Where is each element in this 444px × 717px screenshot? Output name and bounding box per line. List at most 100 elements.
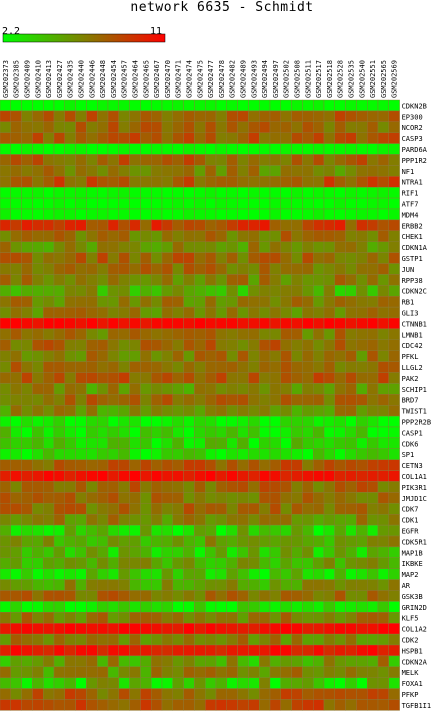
heatmap-cell bbox=[248, 579, 260, 591]
heatmap-cell bbox=[10, 361, 22, 373]
heatmap-cell bbox=[172, 546, 184, 559]
heatmap-cell bbox=[183, 241, 195, 253]
heatmap-cell bbox=[75, 230, 87, 242]
heatmap-cell bbox=[259, 219, 271, 231]
heatmap-cell bbox=[96, 350, 109, 362]
heatmap-cell bbox=[0, 601, 12, 613]
heatmap-cell bbox=[323, 99, 336, 112]
heatmap-cell bbox=[204, 328, 217, 340]
heatmap-cell bbox=[118, 688, 130, 700]
row-label: AR bbox=[402, 582, 411, 590]
heatmap-cell bbox=[161, 524, 174, 537]
heatmap-cell bbox=[377, 176, 390, 188]
heatmap-cell bbox=[269, 426, 282, 439]
heatmap-cell bbox=[140, 208, 152, 221]
heatmap-cell bbox=[64, 394, 76, 406]
heatmap-cell bbox=[377, 633, 390, 646]
heatmap-cell bbox=[280, 285, 292, 297]
heatmap-cell bbox=[75, 503, 87, 515]
heatmap-cell bbox=[107, 241, 120, 253]
heatmap-cell bbox=[53, 590, 66, 602]
heatmap-cell bbox=[313, 99, 325, 112]
heatmap-cell bbox=[53, 285, 66, 297]
heatmap-cell bbox=[302, 557, 314, 569]
heatmap-cell bbox=[86, 546, 98, 559]
heatmap-cell bbox=[21, 154, 33, 166]
heatmap-cell bbox=[215, 655, 228, 668]
heatmap-cell bbox=[161, 644, 174, 657]
heatmap-cell bbox=[150, 263, 163, 275]
heatmap-cell bbox=[248, 241, 260, 253]
heatmap-cell bbox=[150, 492, 163, 504]
heatmap-cell bbox=[64, 361, 76, 373]
heatmap-cell bbox=[118, 557, 130, 569]
heatmap-cell bbox=[215, 546, 228, 559]
heatmap-cell bbox=[237, 492, 249, 504]
heatmap-cell bbox=[388, 230, 400, 242]
heatmap-cell bbox=[32, 699, 44, 711]
heatmap-cell bbox=[269, 612, 282, 624]
heatmap-cell bbox=[86, 448, 98, 460]
heatmap-cell bbox=[269, 666, 282, 678]
heatmap-cell bbox=[86, 372, 98, 384]
heatmap-cell bbox=[377, 623, 390, 635]
heatmap-cell bbox=[86, 568, 98, 580]
heatmap-cell bbox=[226, 99, 238, 112]
heatmap-cell bbox=[280, 394, 292, 406]
row-label: CDK6 bbox=[402, 440, 419, 448]
heatmap-cell bbox=[183, 655, 195, 668]
heatmap-cell bbox=[259, 361, 271, 373]
heatmap-cell bbox=[129, 415, 141, 428]
heatmap-cell bbox=[367, 470, 379, 482]
row-label: JUN bbox=[402, 266, 415, 274]
heatmap-cell bbox=[10, 285, 22, 297]
heatmap-cell bbox=[53, 197, 66, 210]
heatmap-cell bbox=[237, 296, 249, 308]
heatmap-cell bbox=[172, 208, 184, 221]
heatmap-cell bbox=[226, 197, 238, 210]
heatmap-cell bbox=[215, 688, 228, 700]
heatmap-cell bbox=[259, 459, 271, 471]
heatmap-cell bbox=[194, 612, 206, 624]
heatmap-cell bbox=[118, 285, 130, 297]
heatmap-cell bbox=[259, 328, 271, 340]
heatmap-cell bbox=[204, 241, 217, 253]
heatmap-cell bbox=[367, 612, 379, 624]
heatmap-cell bbox=[313, 306, 325, 319]
heatmap-cell bbox=[334, 666, 346, 678]
heatmap-cell bbox=[32, 579, 44, 591]
heatmap-cell bbox=[21, 99, 33, 112]
heatmap-cell bbox=[215, 503, 228, 515]
heatmap-cell bbox=[118, 306, 130, 319]
heatmap-cell bbox=[32, 219, 44, 231]
heatmap-cell bbox=[334, 492, 346, 504]
heatmap-cell bbox=[323, 252, 336, 264]
heatmap-cell bbox=[0, 165, 12, 177]
heatmap-cell bbox=[107, 339, 120, 351]
heatmap-cell bbox=[172, 415, 184, 428]
heatmap-cell bbox=[10, 99, 22, 112]
heatmap-cell bbox=[388, 601, 400, 613]
heatmap-cell bbox=[64, 383, 76, 395]
heatmap-cell bbox=[129, 296, 141, 308]
heatmap-cell bbox=[388, 306, 400, 319]
heatmap-cell bbox=[129, 99, 141, 112]
heatmap-cell bbox=[237, 230, 249, 242]
heatmap-cell bbox=[172, 481, 184, 493]
heatmap-cell bbox=[0, 230, 12, 242]
heatmap-cell bbox=[334, 197, 346, 210]
heatmap-cell bbox=[291, 546, 303, 559]
heatmap-cell bbox=[259, 186, 271, 199]
heatmap-cell bbox=[367, 230, 379, 242]
heatmap-cell bbox=[313, 677, 325, 689]
heatmap-cell bbox=[183, 121, 195, 133]
heatmap-cell bbox=[96, 252, 109, 264]
heatmap-cell bbox=[269, 350, 282, 362]
heatmap-cell bbox=[107, 350, 120, 362]
heatmap-cell bbox=[0, 568, 12, 580]
heatmap-cell bbox=[367, 405, 379, 417]
heatmap-cell bbox=[21, 274, 33, 286]
heatmap-cell bbox=[269, 219, 282, 231]
heatmap-cell bbox=[302, 514, 314, 526]
heatmap-cell bbox=[313, 503, 325, 515]
